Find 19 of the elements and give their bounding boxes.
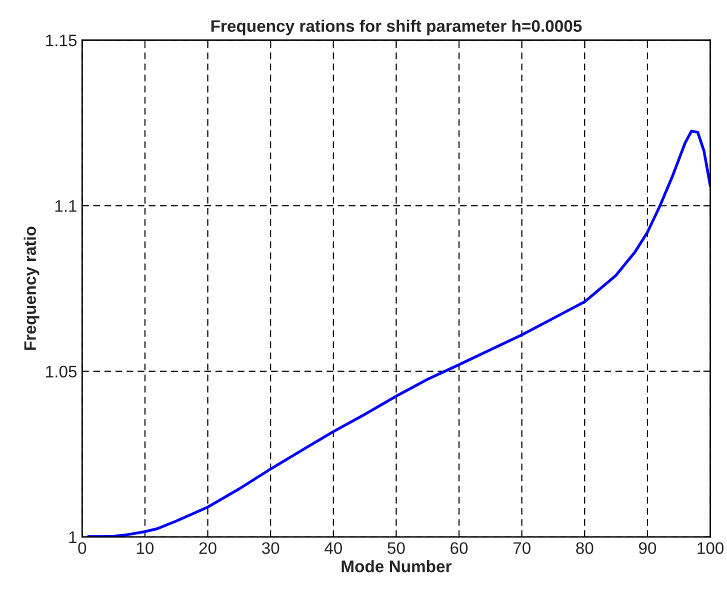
x-tick-label: 100: [698, 542, 724, 554]
x-tick-label: 90: [638, 542, 656, 554]
y-tick-label: 1.05: [46, 366, 77, 378]
x-tick-label: 70: [513, 542, 530, 554]
x-tick-label: 20: [199, 542, 216, 554]
x-tick-label: 60: [450, 542, 468, 554]
x-tick-label: 80: [576, 542, 594, 554]
x-tick-label: 30: [262, 542, 280, 554]
chart-title: Frequency rations for shift parameter h=0.0005: [211, 20, 582, 36]
line-series: [87, 130, 710, 537]
y-tick-label: 1.1: [55, 200, 76, 212]
y-tick-label: 1: [69, 531, 76, 543]
y-tick-label: 1.15: [46, 34, 77, 46]
x-tick-label: 40: [324, 542, 342, 554]
x-tick-label: 0: [78, 542, 86, 554]
x-axis-title: Mode Number: [342, 560, 452, 572]
x-tick-label: 10: [136, 542, 154, 554]
y-axis-title: Frequency ratio: [24, 226, 40, 350]
x-tick-label: 50: [388, 542, 405, 554]
